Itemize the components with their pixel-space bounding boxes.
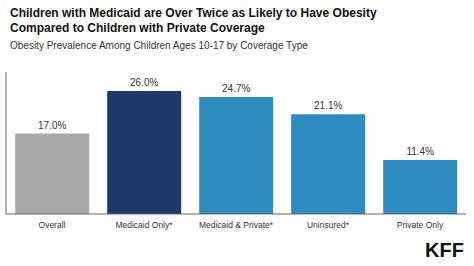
svg-text:17.0%: 17.0%	[38, 120, 66, 131]
svg-text:Private Only: Private Only	[397, 220, 444, 230]
svg-text:Medicaid Only*: Medicaid Only*	[115, 220, 173, 230]
html-text:Obesity Prevalence Among Child: Obesity Prevalence Among Children Ages 1…	[10, 40, 308, 51]
svg-text:Uninsured*: Uninsured*	[307, 220, 350, 230]
html-text:KFF: KFF	[425, 239, 464, 261]
svg-text:Overall: Overall	[39, 220, 66, 230]
svg-text:11.4%: 11.4%	[406, 146, 434, 157]
svg-text:Medicaid & Private*: Medicaid & Private*	[199, 220, 274, 230]
html-text:Compared to Children with Priv: Compared to Children with Private Covera…	[10, 21, 265, 35]
svg-text:26.0%: 26.0%	[130, 77, 158, 88]
html-text:Children with Medicaid are Ove: Children with Medicaid are Over Twice as…	[10, 6, 377, 20]
svg-text:24.7%: 24.7%	[222, 83, 250, 94]
svg-text:21.1%: 21.1%	[314, 100, 342, 111]
